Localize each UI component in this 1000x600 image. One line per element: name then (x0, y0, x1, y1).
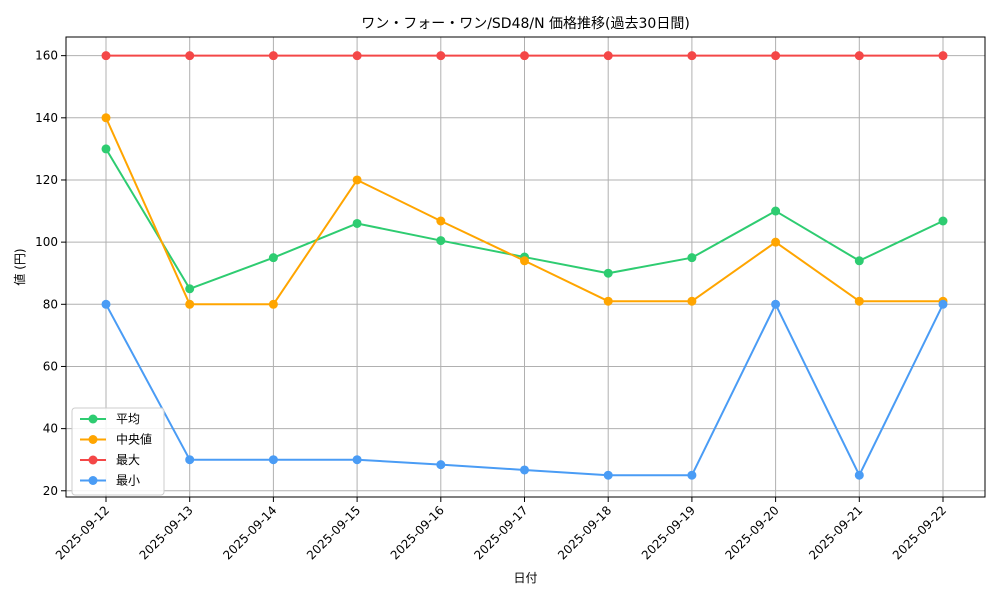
legend-swatch-marker (88, 455, 98, 465)
x-tick-label: 2025-09-18 (555, 503, 614, 562)
data-point (854, 470, 864, 480)
x-tick-label: 2025-09-13 (137, 503, 196, 562)
data-point (938, 299, 948, 309)
data-point (352, 51, 362, 61)
y-tick-label: 40 (43, 422, 58, 436)
legend-swatch-marker (88, 414, 98, 424)
y-tick-label: 60 (43, 359, 58, 373)
x-tick-label: 2025-09-14 (220, 503, 279, 562)
data-point (854, 296, 864, 306)
x-tick-label: 2025-09-21 (806, 503, 865, 562)
legend-item: 中央値 (80, 432, 152, 447)
data-point (268, 299, 278, 309)
data-point (687, 253, 697, 263)
data-point (520, 256, 529, 266)
data-point (436, 236, 446, 246)
data-point (603, 51, 613, 61)
data-point (687, 296, 697, 306)
data-point (101, 113, 111, 123)
legend-box (71, 407, 165, 496)
plot-frame (65, 36, 986, 498)
series-3 (101, 299, 948, 480)
data-point (352, 218, 362, 228)
x-tick-label: 2025-09-17 (471, 503, 530, 562)
axes: 2025-09-12 2025-09-13 2025-09-14 2025-09-15… (35, 49, 949, 563)
y-tick-label: 20 (43, 484, 58, 498)
data-point (771, 51, 781, 61)
data-point (938, 216, 948, 226)
data-point (436, 460, 446, 470)
legend-label: 最大 (116, 453, 140, 467)
data-point (687, 470, 697, 480)
y-tick-label: 100 (35, 235, 58, 249)
data-point (771, 206, 781, 216)
data-point (436, 51, 446, 61)
legend-swatch-marker (88, 435, 98, 444)
data-point (938, 51, 948, 61)
x-tick-label: 2025-09-19 (639, 503, 698, 562)
data-point (185, 284, 195, 294)
x-tick-label: 2025-09-20 (723, 503, 782, 562)
legend-item: 平均 (80, 412, 140, 426)
y-axis-label: 値 (円) (12, 248, 27, 285)
data-point (520, 51, 529, 61)
data-point (603, 296, 613, 306)
x-tick-label: 2025-09-12 (53, 503, 112, 562)
data-point (854, 256, 864, 266)
data-point (185, 51, 195, 61)
legend-label: 最小 (116, 474, 140, 488)
data-point (687, 51, 697, 61)
data-point (185, 299, 195, 309)
data-point (352, 455, 362, 465)
data-point (268, 51, 278, 61)
data-point (101, 299, 111, 309)
data-point (771, 237, 781, 247)
data-point (101, 144, 111, 154)
data-point (268, 253, 278, 263)
data-point (436, 216, 446, 226)
data-point (101, 51, 111, 61)
data-point (603, 268, 613, 278)
y-tick-label: 80 (43, 297, 58, 311)
data-point (185, 455, 195, 465)
chart-title: ワン・フォー・ワン/SD48/N 価格推移(過去30日間) (361, 16, 690, 32)
data-point (352, 175, 362, 185)
data-point (268, 455, 278, 465)
y-tick-label: 140 (35, 111, 58, 125)
series-layer (101, 51, 948, 480)
x-axis-label: 日付 (513, 571, 537, 585)
data-point (771, 299, 781, 309)
legend-label: 中央値 (116, 432, 152, 447)
data-point (603, 470, 613, 480)
series-2 (101, 51, 948, 61)
x-tick-label: 2025-09-16 (388, 503, 447, 562)
x-tick-label: 2025-09-22 (890, 503, 949, 562)
legend-item: 最小 (80, 474, 140, 488)
grid (66, 37, 985, 497)
x-tick-label: 2025-09-15 (304, 503, 363, 562)
legend-swatch-marker (88, 476, 98, 485)
data-point (854, 51, 864, 61)
y-tick-label: 160 (35, 49, 58, 63)
data-point (520, 465, 529, 475)
legend-item: 最大 (80, 453, 140, 467)
legend-label: 平均 (116, 412, 140, 426)
y-tick-label: 120 (35, 173, 58, 187)
